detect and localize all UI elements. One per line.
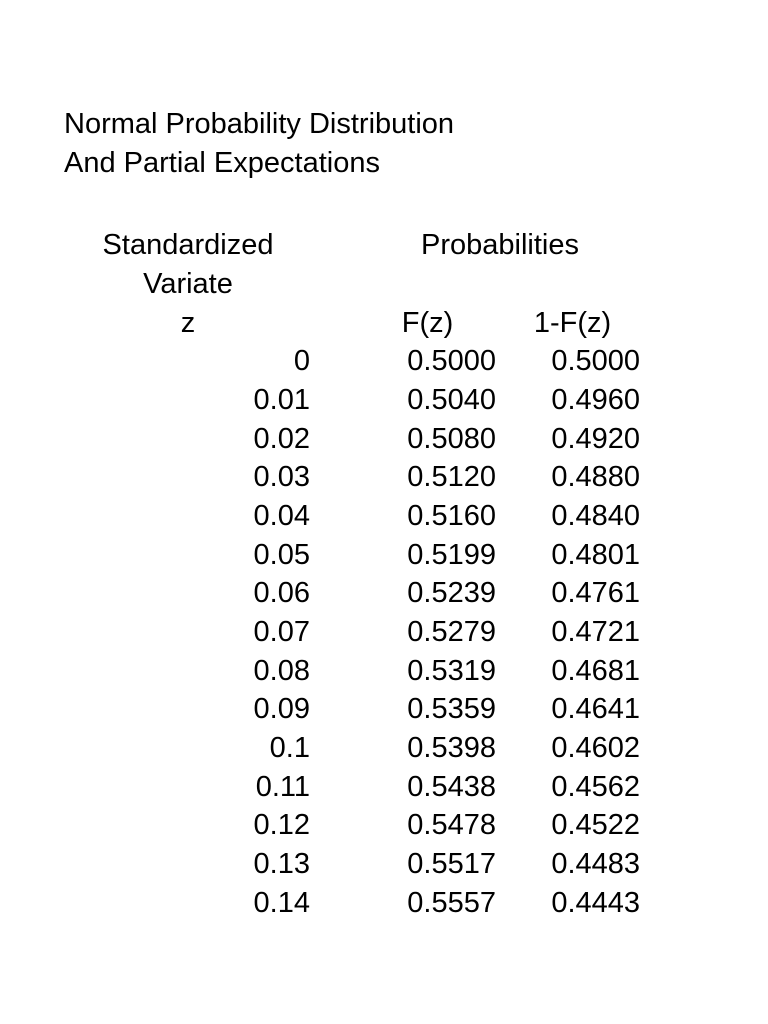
one-minus-fz-value-cell: 0.4602 — [551, 732, 641, 765]
z-value-cell: 0 — [293, 345, 310, 378]
table-row: 0.14 0.5557 0.4443 — [63, 884, 645, 923]
one-minus-fz-value-cell: 0.4483 — [551, 848, 641, 881]
one-minus-fz-value-cell: 0.4522 — [551, 809, 641, 842]
fz-value-cell: 0.5120 — [407, 461, 496, 494]
table-row: 0.04 0.5160 0.4840 — [63, 497, 645, 536]
empty-cell — [313, 458, 355, 497]
fz-value-cell: 0.5478 — [407, 809, 496, 842]
page-subtitle: And Partial Expectations — [64, 146, 380, 179]
z-value-cell: 0.08 — [253, 654, 310, 687]
z-value-cell: 0.11 — [255, 770, 310, 803]
empty-cell — [313, 304, 355, 343]
table-row: 0.11 0.5438 0.4562 — [63, 768, 645, 807]
table-body: 0 0.5000 0.5000 0.01 0.5040 0.4960 0.02 0.5080 0… — [63, 342, 645, 922]
fz-value-cell: 0.5160 — [407, 500, 496, 533]
column-header-fz: F(z) — [401, 306, 454, 339]
empty-cell — [313, 768, 355, 807]
fz-value-cell: 0.5557 — [407, 886, 496, 919]
z-value-cell: 0.02 — [253, 422, 310, 455]
one-minus-fz-value-cell: 0.4840 — [551, 500, 641, 533]
fz-value-cell: 0.5000 — [407, 345, 496, 378]
spreadsheet-page: Normal Probability Distribution And Part… — [63, 105, 645, 922]
z-value-cell: 0.05 — [253, 538, 310, 571]
table-row: 0.03 0.5120 0.4880 — [63, 458, 645, 497]
probability-table: Normal Probability Distribution And Part… — [63, 105, 645, 922]
variate-header-line2: Variate — [143, 268, 233, 301]
empty-cell — [313, 613, 355, 652]
empty-cell — [313, 536, 355, 575]
table-row: 0.09 0.5359 0.4641 — [63, 690, 645, 729]
z-value-cell: 0.1 — [269, 732, 310, 765]
empty-cell — [313, 381, 355, 420]
one-minus-fz-value-cell: 0.5000 — [551, 345, 641, 378]
group-header-row: Standardized Probabilities — [63, 226, 645, 265]
table-row: 0 0.5000 0.5000 — [63, 342, 645, 381]
fz-value-cell: 0.5319 — [407, 654, 496, 687]
empty-cell — [313, 420, 355, 459]
variate-header-line1: Standardized — [102, 229, 274, 262]
z-value-cell: 0.12 — [253, 809, 310, 842]
group-header-row2: Variate — [63, 265, 645, 304]
z-value-cell: 0.01 — [253, 384, 310, 417]
one-minus-fz-value-cell: 0.4721 — [551, 616, 641, 649]
title-row: Normal Probability Distribution — [63, 105, 645, 144]
empty-cell — [313, 845, 355, 884]
fz-value-cell: 0.5517 — [407, 848, 496, 881]
z-value-cell: 0.07 — [253, 616, 310, 649]
z-value-cell: 0.09 — [253, 693, 310, 726]
z-value-cell: 0.14 — [253, 886, 310, 919]
empty-cell — [313, 265, 355, 304]
table-row: 0.07 0.5279 0.4721 — [63, 613, 645, 652]
empty-cell — [313, 497, 355, 536]
subtitle-row: And Partial Expectations — [63, 144, 645, 183]
column-header-z: z — [180, 306, 196, 339]
empty-cell — [313, 652, 355, 691]
fz-value-cell: 0.5438 — [407, 770, 496, 803]
one-minus-fz-value-cell: 0.4641 — [551, 693, 641, 726]
z-value-cell: 0.06 — [253, 577, 310, 610]
table-row: 0.1 0.5398 0.4602 — [63, 729, 645, 768]
fz-value-cell: 0.5359 — [407, 693, 496, 726]
table-row: 0.12 0.5478 0.4522 — [63, 806, 645, 845]
one-minus-fz-value-cell: 0.4801 — [551, 538, 641, 571]
table-row: 0.08 0.5319 0.4681 — [63, 652, 645, 691]
one-minus-fz-value-cell: 0.4761 — [551, 577, 641, 610]
one-minus-fz-value-cell: 0.4920 — [551, 422, 641, 455]
one-minus-fz-value-cell: 0.4681 — [551, 654, 641, 687]
empty-cell — [313, 806, 355, 845]
column-header-one-minus-fz: 1-F(z) — [533, 306, 612, 339]
probabilities-header: Probabilities — [421, 229, 579, 262]
empty-cell — [355, 265, 645, 304]
one-minus-fz-value-cell: 0.4880 — [551, 461, 641, 494]
one-minus-fz-value-cell: 0.4562 — [551, 770, 641, 803]
fz-value-cell: 0.5398 — [407, 732, 496, 765]
table-row: 0.06 0.5239 0.4761 — [63, 574, 645, 613]
spacer-row — [63, 182, 645, 226]
fz-value-cell: 0.5279 — [407, 616, 496, 649]
table-row: 0.02 0.5080 0.4920 — [63, 420, 645, 459]
fz-value-cell: 0.5199 — [407, 538, 496, 571]
empty-cell — [313, 226, 355, 265]
one-minus-fz-value-cell: 0.4960 — [551, 384, 641, 417]
fz-value-cell: 0.5040 — [407, 384, 496, 417]
empty-cell — [313, 574, 355, 613]
empty-cell — [313, 884, 355, 923]
column-header-row: z F(z) 1-F(z) — [63, 304, 645, 343]
table-row: 0.05 0.5199 0.4801 — [63, 536, 645, 575]
one-minus-fz-value-cell: 0.4443 — [551, 886, 641, 919]
fz-value-cell: 0.5080 — [407, 422, 496, 455]
empty-cell — [313, 342, 355, 381]
z-value-cell: 0.13 — [253, 848, 310, 881]
empty-cell — [313, 729, 355, 768]
table-row: 0.13 0.5517 0.4483 — [63, 845, 645, 884]
z-value-cell: 0.04 — [253, 500, 310, 533]
table-row: 0.01 0.5040 0.4960 — [63, 381, 645, 420]
fz-value-cell: 0.5239 — [407, 577, 496, 610]
empty-cell — [313, 690, 355, 729]
page-title: Normal Probability Distribution — [64, 108, 455, 140]
z-value-cell: 0.03 — [253, 461, 310, 494]
